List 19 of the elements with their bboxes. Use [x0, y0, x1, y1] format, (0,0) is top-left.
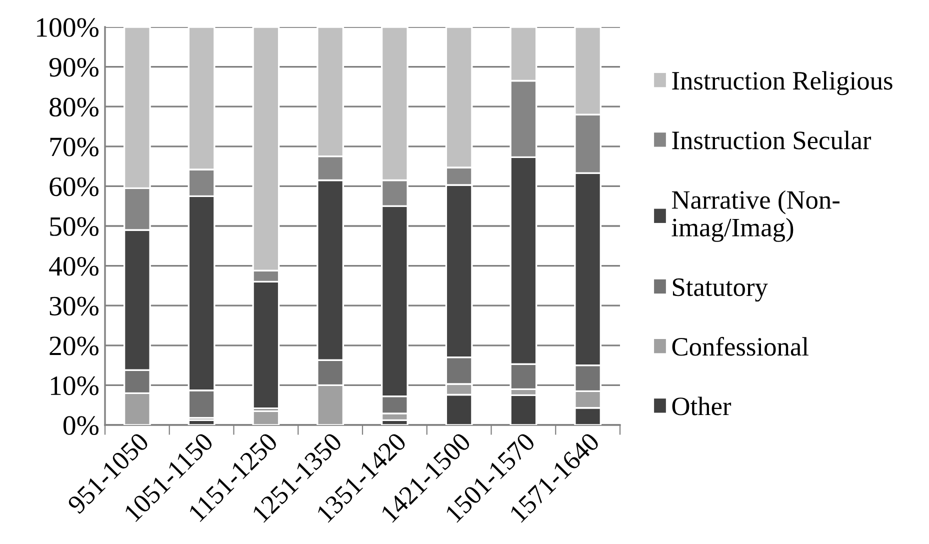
legend-label: Instruction Religious — [672, 71, 892, 96]
y-tick-label: 90% — [49, 58, 98, 77]
legend-label: Statutory — [672, 278, 768, 302]
legend-label: Instruction Secular — [672, 130, 872, 150]
legend-label: Other — [672, 396, 732, 416]
bar — [252, 410, 280, 425]
legend-label: Narrative (Non- imag/Imag) — [672, 190, 840, 242]
y-tick-label: 80% — [50, 98, 98, 117]
y-tick-label: 0% — [63, 416, 98, 435]
bar — [510, 394, 538, 425]
y-tick-label: 20% — [50, 336, 98, 356]
y-tick-label: 70% — [50, 138, 98, 156]
legend-label: Confessional — [672, 336, 808, 356]
y-tick-label: 30% — [50, 296, 98, 316]
y-tick-label: 40% — [49, 256, 98, 276]
y-tick-label: 10% — [50, 376, 98, 396]
y-tick-label: 60% — [50, 177, 98, 196]
y-tick-label: 50% — [50, 217, 98, 236]
y-tick-label: 100% — [37, 18, 98, 37]
